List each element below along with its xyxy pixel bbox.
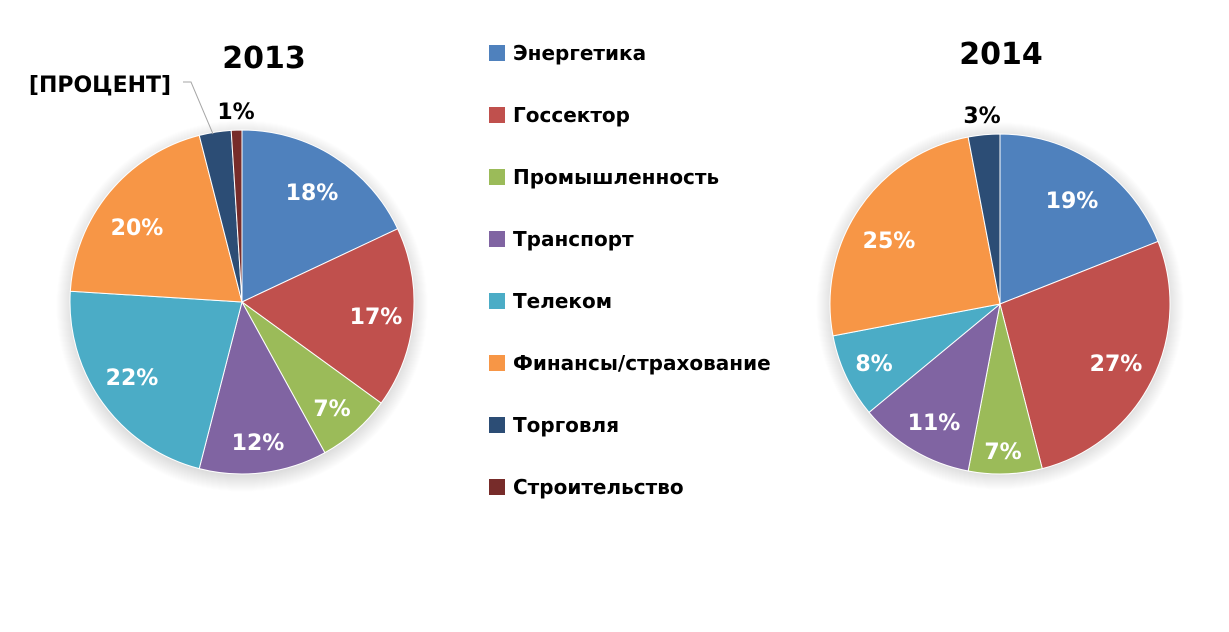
label-2013-energy: 18% bbox=[286, 181, 339, 206]
label-2014-finance: 25% bbox=[863, 229, 916, 254]
legend-swatch bbox=[489, 45, 505, 61]
legend-label: Строительство bbox=[513, 475, 684, 499]
legend-item-transport: Транспорт bbox=[489, 224, 634, 254]
label-2013-finance: 20% bbox=[111, 216, 164, 241]
legend-label: Промышленность bbox=[513, 165, 720, 189]
pie-2013-slices bbox=[69, 129, 415, 475]
legend-item-gov: Госсектор bbox=[489, 100, 630, 130]
label-2013-telecom: 22% bbox=[106, 366, 159, 391]
legend-item-finance: Финансы/страхование bbox=[489, 348, 771, 378]
pie-2014-slices bbox=[829, 133, 1171, 475]
pie-slice bbox=[69, 290, 243, 470]
label-2013-construction: 1% bbox=[217, 100, 254, 125]
legend-swatch bbox=[489, 169, 505, 185]
label-2014-transport: 11% bbox=[908, 411, 961, 436]
pie-slice bbox=[230, 129, 243, 303]
legend-item-energy: Энергетика bbox=[489, 38, 646, 68]
legend-swatch bbox=[489, 417, 505, 433]
pie-slice bbox=[241, 228, 415, 404]
label-2014-telecom: 8% bbox=[855, 352, 892, 377]
legend-item-telecom: Телеком bbox=[489, 286, 612, 316]
pie-slice bbox=[868, 302, 1001, 472]
legend-swatch bbox=[489, 355, 505, 371]
legend-item-industry: Промышленность bbox=[489, 162, 719, 192]
pie-2014-title: 2014 bbox=[959, 37, 1043, 72]
legend-swatch bbox=[489, 231, 505, 247]
label-2014-industry: 7% bbox=[984, 440, 1021, 465]
legend-item-construction: Строительство bbox=[489, 472, 684, 502]
pie-slice bbox=[967, 133, 1001, 305]
leader-line bbox=[183, 81, 214, 135]
label-2014-gov: 27% bbox=[1090, 352, 1143, 377]
legend-label: Финансы/страхование bbox=[513, 351, 771, 375]
pie-slice bbox=[198, 300, 326, 475]
pie-slice bbox=[69, 134, 243, 303]
legend-label: Энергетика bbox=[513, 41, 647, 65]
label-2014-trade: 3% bbox=[963, 104, 1000, 129]
legend-label: Госсектор bbox=[513, 103, 630, 127]
label-2014-energy: 19% bbox=[1046, 189, 1099, 214]
label-2013-gov: 17% bbox=[350, 305, 403, 330]
legend-label: Транспорт bbox=[513, 227, 634, 251]
pie-slice bbox=[241, 129, 399, 303]
legend-label: Телеком bbox=[513, 289, 613, 313]
pie-slice bbox=[999, 133, 1159, 305]
label-2013-transport: 12% bbox=[232, 431, 285, 456]
pie-slice bbox=[999, 240, 1171, 470]
pie-slice bbox=[829, 136, 1001, 337]
legend-swatch bbox=[489, 293, 505, 309]
legend-swatch bbox=[489, 107, 505, 123]
label-2013-industry: 7% bbox=[313, 397, 350, 422]
legend-label: Торговля bbox=[513, 413, 620, 437]
pie-2014: 2014 19% 27% 7% 11% 8% 25% 3% bbox=[816, 37, 1184, 490]
label-2013-trade: [ПРОЦЕНТ] bbox=[29, 73, 171, 98]
legend-item-trade: Торговля bbox=[489, 410, 619, 440]
pie-2013: 2013 18% 17% 7% 12% 22% 20% [ПРОЦЕНТ] 1% bbox=[29, 41, 428, 492]
pie-2013-title: 2013 bbox=[222, 41, 306, 76]
legend-swatch bbox=[489, 479, 505, 495]
